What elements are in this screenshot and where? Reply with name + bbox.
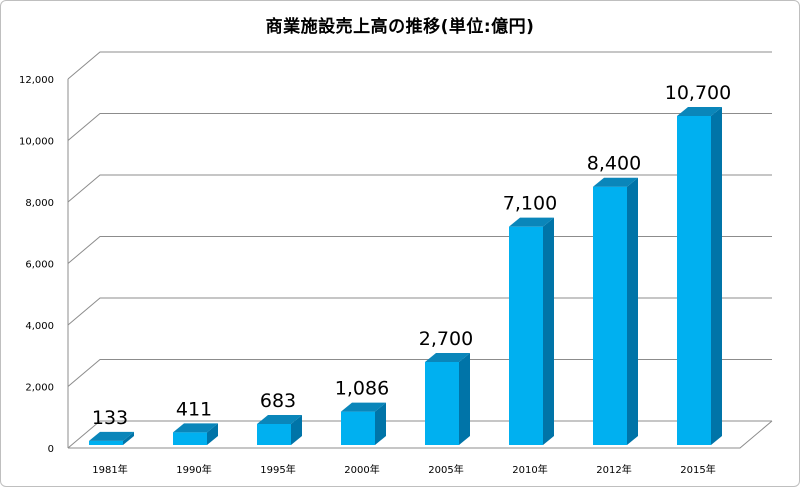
y-tick-label: 6,000 (25, 260, 54, 271)
chart-title: 商業施設売上高の推移(単位:億円) (265, 17, 535, 37)
x-tick-label: 2005年 (428, 463, 463, 476)
bar-top (425, 352, 470, 362)
bar-front (509, 226, 543, 445)
bar-side (543, 217, 554, 445)
bar (509, 217, 554, 445)
gridline (67, 297, 772, 326)
y-tick-label: 12,000 (19, 75, 54, 86)
bar-top (173, 423, 218, 433)
bar (257, 414, 302, 445)
bar (425, 352, 470, 445)
y-tick-label: 4,000 (25, 321, 54, 332)
bar-top (341, 402, 386, 412)
gridline (67, 236, 772, 264)
bar-front (89, 440, 123, 445)
bar (173, 423, 218, 445)
y-tick-label: 2,000 (25, 383, 54, 394)
axes: 0 2,000 4,000 6,000 8,000 10,000 12,000 1981年 19… (19, 75, 773, 476)
gridline (67, 51, 772, 80)
data-label: 7,100 (503, 193, 557, 215)
gridline (67, 113, 772, 141)
bar-front (257, 423, 291, 445)
data-label: 133 (92, 407, 128, 429)
x-tick-label: 1981年 (92, 463, 127, 476)
bar-top (89, 431, 134, 441)
bar-side (207, 423, 218, 445)
x-tick-label: 2012年 (596, 463, 631, 476)
data-labels: 133 411 683 1,086 2,700 7,100 8,400 10,700 (92, 82, 731, 429)
bar (593, 177, 638, 445)
x-tick-label: 2000年 (344, 463, 379, 476)
bar (677, 106, 722, 445)
bar-side (459, 352, 470, 445)
x-axis-line (68, 420, 773, 449)
data-label: 1,086 (335, 378, 389, 400)
bar-front (173, 432, 207, 445)
bar-front (677, 115, 711, 445)
bar-top (593, 177, 638, 187)
gridline (67, 174, 772, 203)
bar-side (627, 177, 638, 445)
bar (341, 402, 386, 445)
data-label: 411 (176, 398, 212, 420)
x-tick-label: 2015年 (680, 463, 715, 476)
x-tick-label: 2010年 (512, 463, 547, 476)
bar-top (677, 106, 722, 116)
data-label: 2,700 (419, 328, 473, 350)
bar-top (257, 414, 302, 424)
bars (89, 106, 722, 445)
gridline (67, 359, 772, 387)
bar-side (375, 402, 386, 445)
data-label: 10,700 (665, 82, 731, 104)
data-label: 8,400 (587, 153, 641, 175)
bar-front (593, 186, 627, 445)
bar-side (291, 414, 302, 445)
y-tick-label: 0 (48, 444, 54, 455)
bar-front (341, 411, 375, 445)
bar-top (509, 217, 554, 227)
gridlines (67, 51, 772, 449)
x-tick-label: 1995年 (260, 463, 295, 476)
x-tick-label: 1990年 (176, 463, 211, 476)
bar-side (711, 106, 722, 445)
y-tick-label: 10,000 (19, 137, 54, 148)
data-label: 683 (260, 390, 296, 412)
bar (89, 431, 134, 445)
bar-side (123, 431, 134, 445)
y-tick-label: 8,000 (25, 198, 54, 209)
bar-front (425, 361, 459, 445)
